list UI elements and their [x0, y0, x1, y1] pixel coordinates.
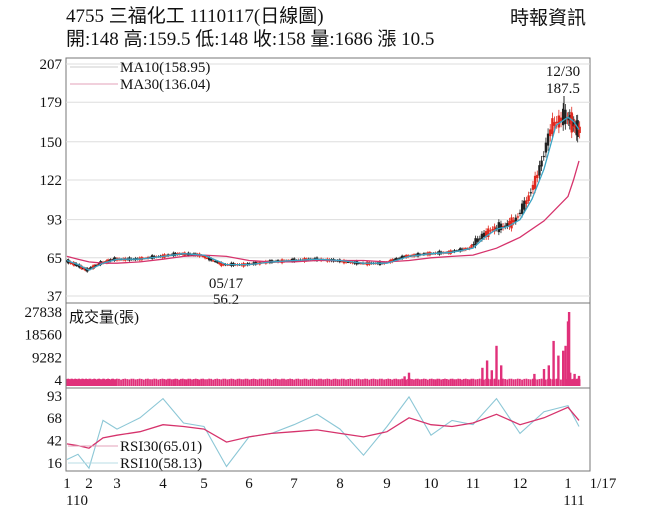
price-tick-label: 65	[47, 251, 62, 267]
rsi30-legend: RSI30(65.01)	[120, 439, 202, 455]
x-tick-label: 1/17	[590, 476, 617, 492]
rsi-tick-label: 16	[47, 456, 63, 472]
x-tick-label: 2	[85, 476, 93, 492]
x-tick-label: 1	[63, 476, 71, 492]
chart-title: 4755 三福化工 1110117(日線圖)	[66, 6, 324, 27]
volume-tick-label: 27838	[25, 305, 63, 321]
price-tick-label: 122	[40, 173, 63, 189]
volume-panel: 27838 18560 9282 4 成交量(張)	[25, 302, 591, 389]
rsi30-line	[66, 406, 580, 449]
volume-legend: 成交量(張)	[69, 308, 139, 326]
ma10-legend: MA10(158.95)	[120, 60, 210, 76]
rsi10-legend: RSI10(58.13)	[120, 456, 202, 472]
price-tick-label: 37	[47, 289, 63, 305]
rsi-tick-label: 42	[47, 433, 62, 449]
ma30-legend: MA30(136.04)	[120, 77, 210, 93]
price-tick-label: 150	[40, 135, 63, 151]
x-tick-label: 9	[383, 476, 391, 492]
price-tick-label: 207	[40, 57, 63, 73]
year-label: 111	[563, 493, 584, 509]
candlesticks	[66, 103, 581, 273]
price-tick-label: 179	[40, 95, 63, 111]
rsi10-line	[66, 395, 580, 470]
quote-line: 開:148 高:159.5 低:148 收:158 量:1686 漲 10.5	[66, 29, 435, 50]
x-tick-label: 1	[564, 476, 572, 492]
rsi-tick-label: 93	[47, 389, 62, 405]
high-value-annotation: 187.5	[546, 81, 580, 97]
x-tick-label: 7	[290, 476, 298, 492]
x-tick-label: 12	[513, 476, 528, 492]
x-tick-label: 6	[245, 476, 253, 492]
x-tick-label: 10	[424, 476, 439, 492]
rsi-tick-label: 68	[47, 411, 62, 427]
x-tick-label: 3	[113, 476, 121, 492]
volume-bars	[66, 312, 581, 386]
volume-tick-label: 9282	[32, 350, 62, 366]
volume-tick-label: 4	[55, 373, 63, 389]
ma30-line	[66, 160, 580, 264]
year-label: 110	[66, 493, 88, 509]
x-tick-label: 8	[336, 476, 344, 492]
rsi-panel: 93 68 42 16 RSI30(65.01) RSI10(58.13)	[47, 387, 591, 472]
low-value-annotation: 56.2	[213, 292, 239, 308]
price-tick-label: 93	[47, 213, 62, 229]
low-date-annotation: 05/17	[209, 276, 244, 292]
ma10-line	[66, 116, 580, 271]
x-tick-label: 4	[159, 476, 167, 492]
source-label: 時報資訊	[510, 8, 587, 29]
high-date-annotation: 12/30	[546, 64, 580, 80]
x-tick-label: 5	[200, 476, 208, 492]
x-tick-label: 11	[466, 476, 480, 492]
volume-tick-label: 18560	[25, 328, 63, 344]
price-panel: 207 179 150 122 93 65 37 MA10(158.95) MA30(136…	[40, 57, 591, 308]
